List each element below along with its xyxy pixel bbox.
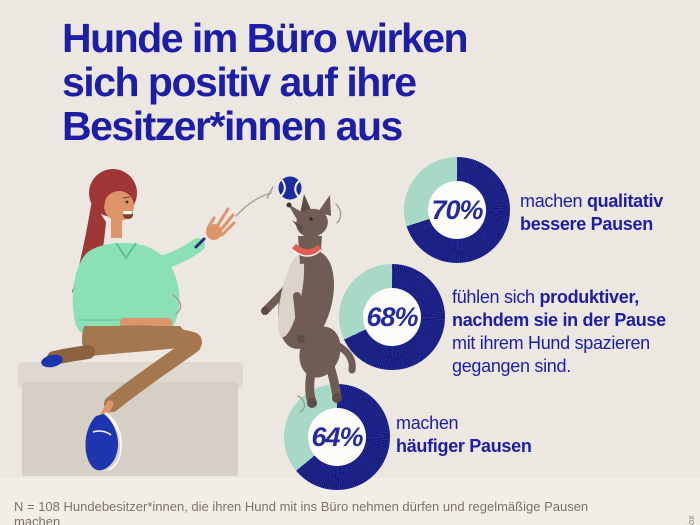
woman-hips: [82, 326, 185, 356]
dog-neck: [298, 236, 322, 264]
woman-shin: [104, 337, 201, 412]
dog-front-paw-2: [297, 335, 305, 343]
woman-fingers: [206, 207, 236, 237]
woman-sneaker-sole: [104, 412, 123, 471]
motion-lines: [172, 186, 342, 413]
woman-right-arm: [143, 238, 205, 273]
dog-nose: [286, 202, 292, 208]
stat-68-line1-bold: produktiver,: [539, 287, 639, 307]
donut-chart-70: 70%: [404, 157, 510, 263]
donut-value-68: 68%: [366, 301, 418, 332]
stat-68-line2-bold: nachdem sie in der Pause: [452, 310, 666, 330]
donut-value-64: 64%: [311, 421, 363, 452]
donut-chart-64: 64%: [284, 384, 390, 490]
dog-eye: [309, 217, 313, 221]
donut-chart-68: 68%: [339, 264, 445, 370]
title-line-2: sich positiv auf ihre: [62, 59, 417, 105]
woman-sneaker: [85, 414, 118, 471]
stat-68-line3-regular: mit ihrem Hund spazieren: [452, 333, 650, 353]
woman-teeth: [123, 211, 132, 215]
woman-hair-back: [72, 200, 106, 300]
dog-snout: [288, 204, 305, 225]
throw-tick: [266, 186, 274, 199]
woman-bangs: [103, 181, 137, 208]
source-credit: Quelle: MARS iVox: [686, 515, 696, 525]
woman-sweater: [72, 242, 180, 334]
stat-label-68: fühlen sich produktiver, nachdem sie in …: [452, 286, 666, 378]
dog-torso: [278, 251, 334, 349]
woman-hair-top: [89, 169, 137, 217]
woman-neck: [111, 218, 122, 238]
page-title: Hunde im Büro wirken sich positiv auf ih…: [62, 16, 522, 148]
woman-cuff: [194, 237, 206, 249]
stat-70-line1-regular: machen: [520, 191, 587, 211]
woman-hand: [206, 224, 222, 240]
dog-ear-arc: [335, 203, 342, 224]
woman-far-sneaker: [41, 354, 63, 368]
dog-front-paw-1: [261, 307, 269, 315]
donut-value-70: 70%: [431, 194, 483, 225]
woman-eye: [125, 200, 129, 204]
stat-68-line1-regular: fühlen sich: [452, 287, 540, 307]
woman-illustration: [41, 169, 236, 471]
stat-label-64: machen häufiger Pausen: [396, 412, 532, 458]
tennis-ball-icon: [278, 176, 302, 200]
throw-arc: [235, 192, 272, 217]
dog-ear-right: [318, 195, 331, 216]
woman-folded-leg: [47, 345, 95, 365]
woman-vneck: [115, 242, 137, 260]
dog-jaw: [292, 220, 303, 233]
dog-collar: [291, 243, 322, 256]
woman-sneaker-lace: [92, 430, 112, 436]
dog-front-leg-1: [262, 282, 293, 314]
stat-label-70: machen qualitativ bessere Pausen: [520, 190, 663, 236]
dog-head: [296, 208, 328, 238]
dog-collar-edge: [292, 249, 322, 257]
woman-face: [104, 191, 134, 221]
dog-front-leg-2: [293, 292, 305, 342]
woman-mouth: [123, 211, 133, 219]
woman-thigh: [85, 325, 202, 352]
stat-68-line4-regular: gegangen sind.: [452, 356, 571, 376]
bench-block: [18, 362, 243, 476]
dog-ear-left: [300, 194, 312, 214]
woman-left-arm: [80, 255, 101, 319]
title-line-3: Besitzer*innen aus: [62, 103, 403, 149]
dog-belly: [277, 254, 305, 338]
woman-eyebrow: [122, 196, 131, 199]
stat-70-line2-bold: bessere Pausen: [520, 214, 653, 234]
stat-64-line2-bold: häufiger Pausen: [396, 436, 532, 456]
stat-64-line1-regular: machen: [396, 413, 459, 433]
elbow-arc: [172, 294, 182, 315]
title-line-1: Hunde im Büro wirken: [62, 15, 469, 61]
stat-70-line1-bold: qualitativ: [586, 191, 663, 211]
woman-midriff: [120, 318, 172, 328]
woman-ankle: [98, 400, 114, 422]
footer-note: N = 108 Hundebesitzer*innen, die ihren H…: [14, 499, 589, 525]
